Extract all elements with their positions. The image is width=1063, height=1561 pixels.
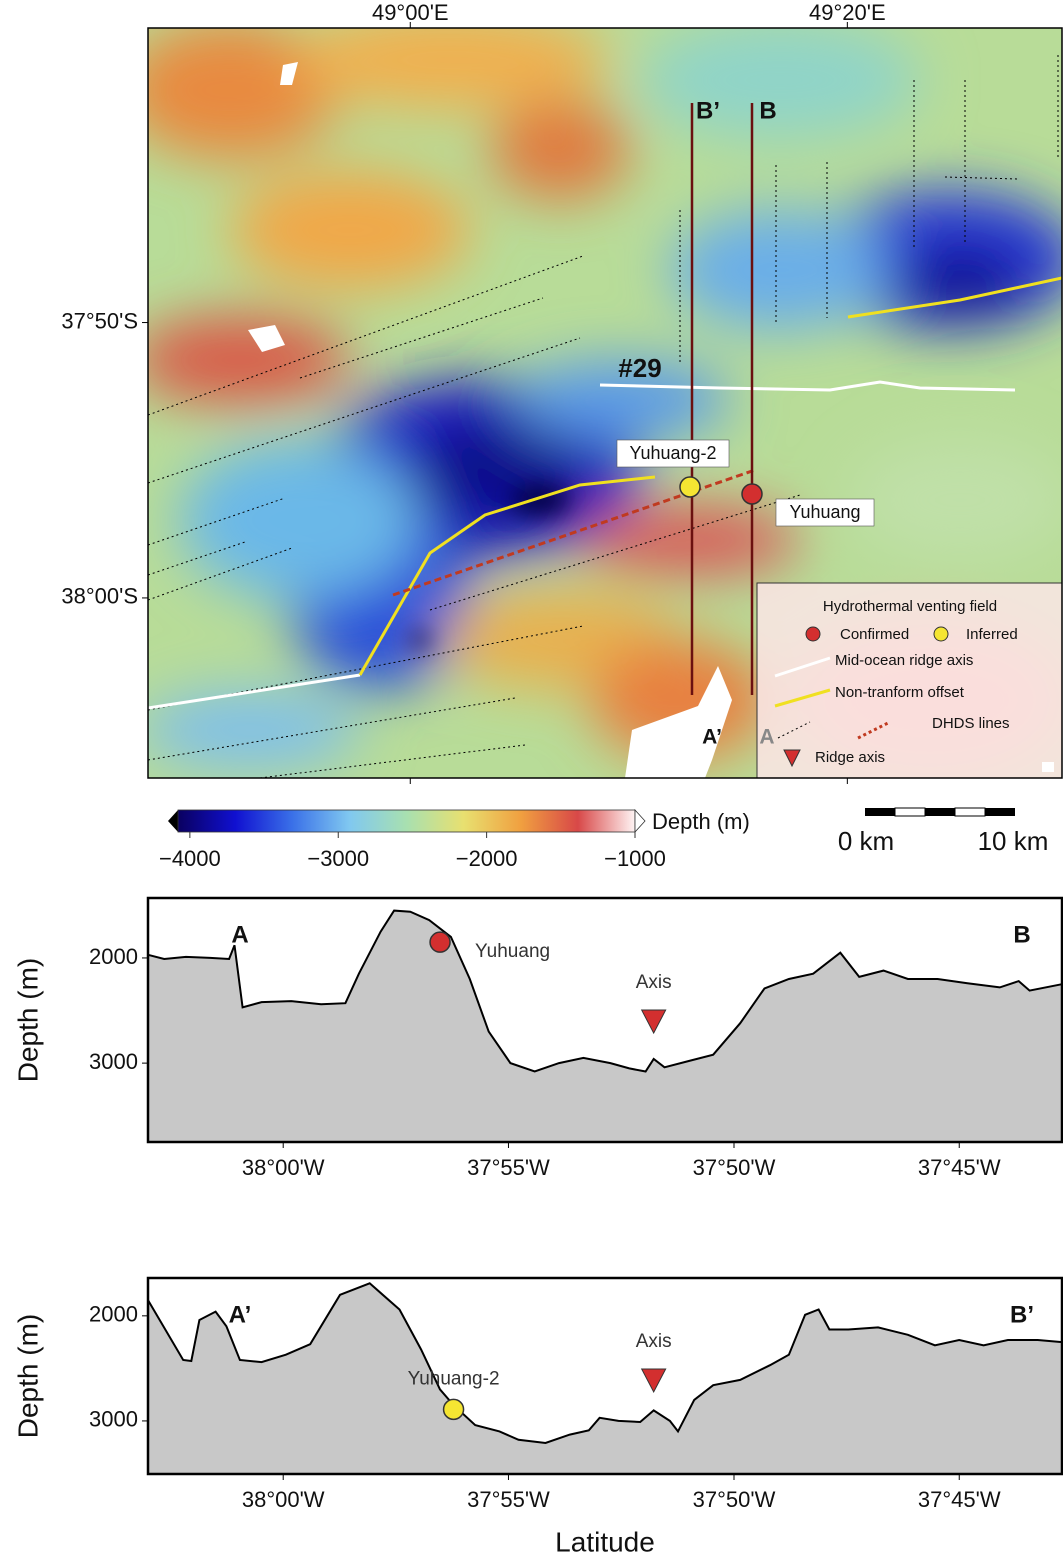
map-label: #29 xyxy=(618,353,661,383)
legend-label: Ridge axis xyxy=(815,749,885,766)
y-tick-label: 3000 xyxy=(89,1049,138,1074)
scale-bar xyxy=(865,808,1015,816)
x-tick-label: 37°55'W xyxy=(467,1487,550,1512)
map-label: B xyxy=(759,97,776,124)
y-tick-label: 2000 xyxy=(89,944,138,969)
corner-label: A’ xyxy=(229,1301,252,1328)
map-label: A xyxy=(759,726,774,749)
colorbar-end xyxy=(168,810,178,832)
corner-label: B xyxy=(1013,921,1030,948)
vent-marker xyxy=(444,1399,464,1419)
map-tick-label: 38°00'S xyxy=(61,584,138,609)
legend-label: Inferred xyxy=(966,626,1018,643)
colorbar-tick-label: −2000 xyxy=(456,846,518,871)
corner-label: B’ xyxy=(1010,1301,1034,1328)
axis-marker xyxy=(642,1369,666,1392)
x-tick-label: 37°45'W xyxy=(918,1155,1001,1180)
axis-marker xyxy=(642,1010,666,1033)
map-label: Yuhuang xyxy=(789,502,860,522)
colorbar-tick-label: −1000 xyxy=(604,846,666,871)
map-tick-label: 49°00'E xyxy=(372,0,449,25)
x-axis-label: Latitude xyxy=(555,1526,655,1557)
x-tick-label: 37°50'W xyxy=(693,1155,776,1180)
marker-label: Axis xyxy=(636,972,672,993)
legend-title: Hydrothermal venting field xyxy=(823,598,997,615)
legend-label: Mid-ocean ridge axis xyxy=(835,652,973,669)
legend-label: Non-tranform offset xyxy=(835,684,965,701)
marker-label: Axis xyxy=(636,1331,672,1352)
map-tick-label: 49°20'E xyxy=(809,0,886,25)
colorbar-end xyxy=(635,810,645,832)
x-tick-label: 38°00'W xyxy=(242,1155,325,1180)
marker-label: Yuhuang-2 xyxy=(408,1368,500,1389)
area xyxy=(148,911,1062,1142)
vent-marker xyxy=(430,932,450,952)
map-label: Yuhuang-2 xyxy=(629,443,716,463)
x-tick-label: 37°45'W xyxy=(918,1487,1001,1512)
map-label: B’ xyxy=(696,97,720,124)
y-tick-label: 3000 xyxy=(89,1407,138,1432)
legend-label: DHDS lines xyxy=(932,715,1010,732)
map-label: A’ xyxy=(702,726,722,749)
y-tick-label: 2000 xyxy=(89,1302,138,1327)
y-axis-label: Depth (m) xyxy=(12,958,43,1082)
y-axis-label: Depth (m) xyxy=(12,1314,43,1438)
colorbar xyxy=(178,810,635,832)
legend-label: Confirmed xyxy=(840,626,909,643)
area xyxy=(148,1283,1062,1474)
marker-label: Yuhuang xyxy=(475,941,550,962)
scale-label: 10 km xyxy=(978,826,1049,856)
map-tick-label: 37°50'S xyxy=(61,308,138,333)
x-tick-label: 37°55'W xyxy=(467,1155,550,1180)
colorbar-label: Depth (m) xyxy=(652,809,750,834)
scale-label: 0 km xyxy=(838,826,894,856)
x-tick-label: 38°00'W xyxy=(242,1487,325,1512)
figure: B’ B #29 Yuhuang-2 Yuhuang A’ A Hydrothe… xyxy=(0,0,1063,1561)
x-tick-label: 37°50'W xyxy=(693,1487,776,1512)
corner-label: A xyxy=(231,921,248,948)
colorbar-tick-label: −4000 xyxy=(159,846,221,871)
colorbar-tick-label: −3000 xyxy=(307,846,369,871)
